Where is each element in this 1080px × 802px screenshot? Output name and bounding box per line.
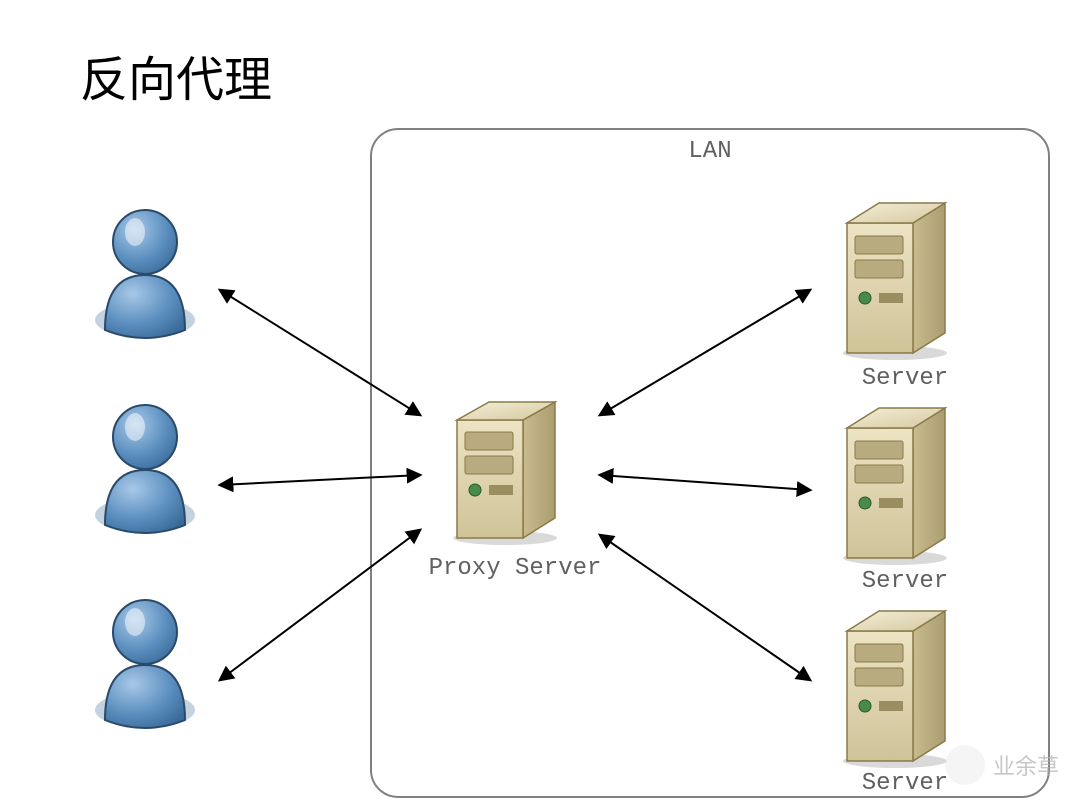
watermark: 业余草 xyxy=(945,745,1059,785)
watermark-avatar-icon xyxy=(945,745,985,785)
proxy-server-label: Proxy Server xyxy=(425,555,605,582)
server-icon xyxy=(835,190,955,360)
watermark-text: 业余草 xyxy=(993,749,1059,781)
server-label: Server xyxy=(845,365,965,392)
server-label: Server xyxy=(845,568,965,595)
user-icon xyxy=(90,395,200,535)
user-icon xyxy=(90,200,200,340)
server-icon xyxy=(835,395,955,565)
server-icon xyxy=(835,598,955,768)
user-icon xyxy=(90,590,200,730)
lan-label: LAN xyxy=(370,138,1050,165)
proxy-server-icon xyxy=(445,390,565,545)
diagram-title: 反向代理 xyxy=(80,40,272,110)
